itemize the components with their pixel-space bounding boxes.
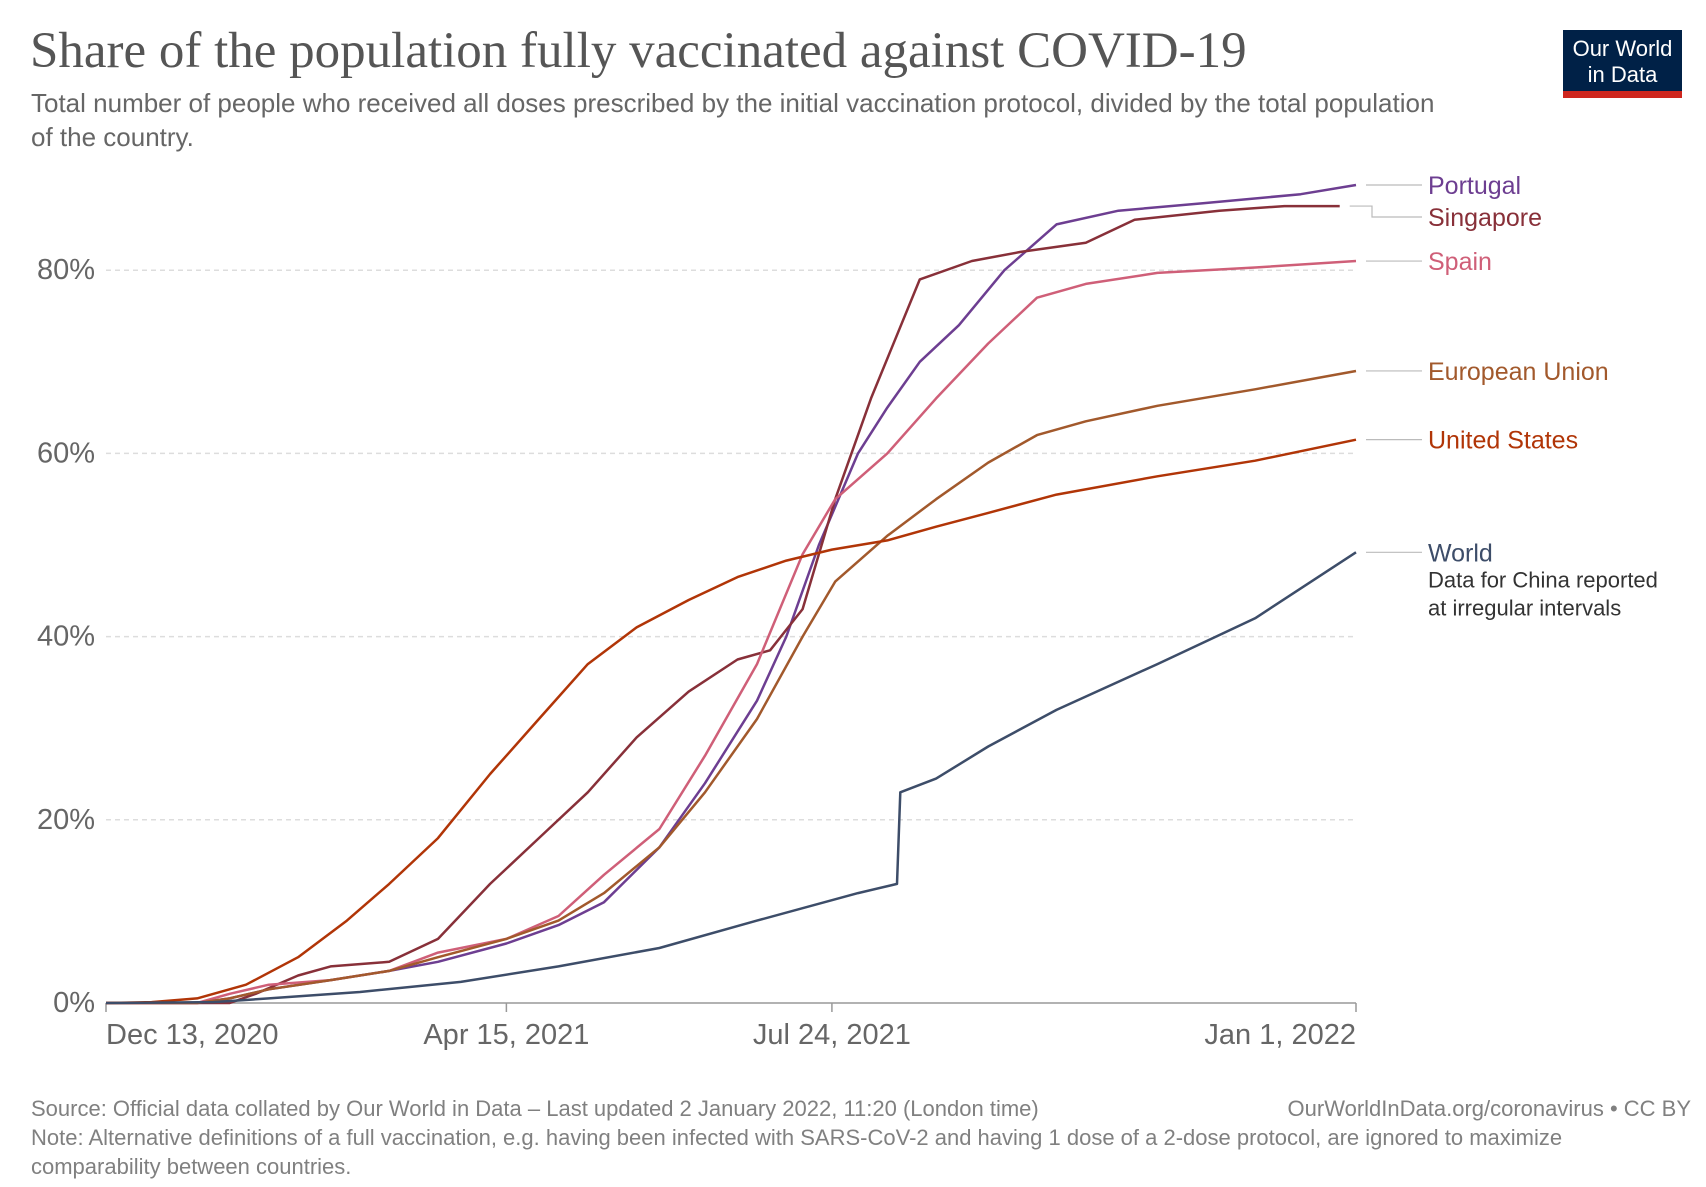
series-line-portugal — [106, 183, 1357, 1005]
y-tick-label: 0% — [53, 987, 95, 1019]
y-tick-label: 80% — [37, 254, 95, 286]
series-label-spain: Spain — [1428, 248, 1492, 276]
series-label-singapore: Singapore — [1428, 204, 1542, 232]
y-tick-label: 20% — [37, 804, 95, 836]
series-line-world — [105, 551, 1357, 1005]
x-tick-label: Dec 13, 2020 — [106, 1019, 279, 1051]
note-text: Note: Alternative definitions of a full … — [31, 1125, 1563, 1179]
series-line-united-states — [105, 438, 1357, 1005]
source-text: Source: Official data collated by Our Wo… — [31, 1096, 1039, 1121]
series-line-european-union — [106, 369, 1357, 1005]
annotation-line-2: at irregular intervals — [1428, 595, 1621, 620]
label-connector — [1349, 205, 1422, 218]
logo-line-2: in Data — [1587, 62, 1658, 87]
x-axis: Dec 13, 2020 Apr 15, 2021 Jul 24, 2021 Jan … — [105, 1002, 1357, 1051]
series-label-portugal: Portugal — [1428, 172, 1521, 200]
y-axis: 0% 20% 40% 60% 80% — [37, 254, 95, 1019]
owid-logo[interactable]: Our World in Data — [1563, 30, 1682, 98]
series-label-united-states: United States — [1428, 427, 1578, 455]
footer: Source: Official data collated by Our Wo… — [31, 1094, 1691, 1181]
y-tick-label: 40% — [37, 621, 95, 653]
y-tick-label: 60% — [37, 437, 95, 469]
x-tick-label: Jan 1, 2022 — [1204, 1019, 1356, 1051]
series-line-singapore — [106, 204, 1340, 1005]
series-line-spain — [106, 259, 1357, 1005]
logo-accent-bar — [1563, 91, 1682, 98]
series-label-world: World — [1428, 539, 1493, 567]
chart-subtitle: Total number of people who received all … — [31, 88, 1435, 152]
annotation-line-1: Data for China reported — [1428, 567, 1658, 592]
logo-line-1: Our World — [1572, 36, 1673, 61]
series-label-european-union: European Union — [1428, 358, 1609, 386]
x-tick-label: Apr 15, 2021 — [423, 1019, 589, 1051]
source-link[interactable]: OurWorldInData.org/coronavirus • CC BY — [1287, 1096, 1691, 1121]
x-tick-label: Jul 24, 2021 — [753, 1019, 911, 1051]
line-chart: 0% 20% 40% 60% 80% Dec 13, 2020 Apr 15, 2021 J… — [37, 172, 1658, 1051]
series-labels: Portugal Singapore Spain European Union Unit… — [1349, 172, 1658, 620]
gridlines — [106, 269, 1356, 821]
series-lines — [105, 183, 1357, 1005]
chart-title: Share of the population fully vaccinated… — [30, 23, 1247, 79]
